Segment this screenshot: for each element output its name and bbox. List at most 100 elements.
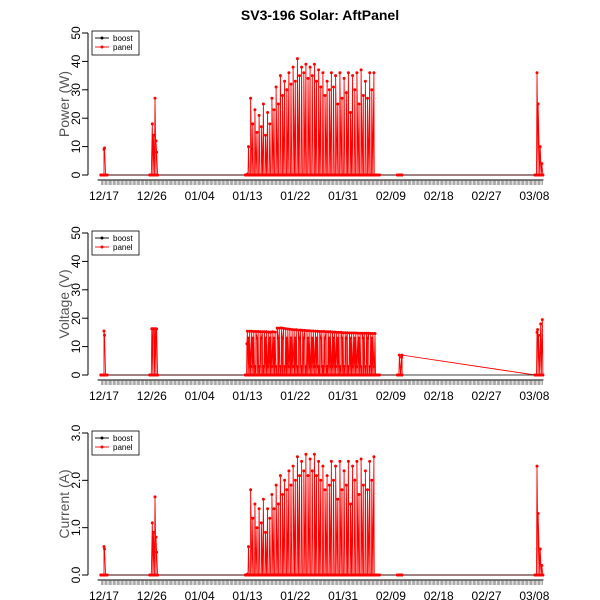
x-tick-label: 02/18 xyxy=(424,389,454,403)
x-tick-label: 12/17 xyxy=(89,389,119,403)
panel-point xyxy=(541,573,545,577)
legend-swatch-point xyxy=(100,236,104,240)
panel-point xyxy=(400,573,404,577)
panel-point xyxy=(245,329,249,333)
panel-point xyxy=(287,365,291,368)
panel-point xyxy=(312,365,316,368)
panel-point xyxy=(315,474,318,478)
x-tick-label: 01/13 xyxy=(232,589,262,600)
panel-point xyxy=(285,336,289,340)
panel-point xyxy=(255,130,259,134)
panel-point xyxy=(304,365,308,368)
panel-point xyxy=(262,330,266,334)
panel-point xyxy=(351,464,355,468)
y-tick-label: 10 xyxy=(69,340,83,354)
panel-point xyxy=(105,173,109,177)
panel-point xyxy=(253,502,257,506)
panel-point xyxy=(300,365,304,368)
panel-point xyxy=(363,79,367,83)
panel-point xyxy=(302,71,306,75)
y-tick-label: 20 xyxy=(69,111,83,125)
panel-point xyxy=(540,162,544,166)
panel-point xyxy=(319,478,323,482)
x-tick-label: 01/13 xyxy=(232,389,262,403)
panel-point xyxy=(536,328,540,332)
y-tick-label: 10 xyxy=(69,140,83,154)
panel-point xyxy=(349,336,352,340)
panel-point xyxy=(281,493,284,496)
panel-point xyxy=(323,336,327,340)
panel-point xyxy=(278,74,282,78)
panel-point xyxy=(325,474,329,478)
panel-point xyxy=(274,365,278,368)
panel-point xyxy=(361,336,365,340)
panel-point xyxy=(370,88,374,92)
y-tick-label: 40 xyxy=(69,254,83,268)
x-tick-label: 01/22 xyxy=(280,389,310,403)
y-tick-label: 20 xyxy=(69,311,83,325)
x-tick-label: 12/26 xyxy=(137,189,167,203)
y-axis-title: Power (W) xyxy=(56,71,72,137)
panel-point xyxy=(540,318,544,322)
panel-point xyxy=(257,113,261,117)
panel-point xyxy=(247,545,250,549)
x-tick-label: 01/13 xyxy=(232,189,262,203)
panel-point xyxy=(272,507,276,511)
panel-point xyxy=(361,94,365,97)
panel-point xyxy=(371,332,375,335)
y-tick-label: 30 xyxy=(69,83,83,97)
panel-point xyxy=(308,365,312,368)
panel-point xyxy=(283,478,287,482)
panel-point xyxy=(153,96,157,100)
panel-point xyxy=(105,373,109,377)
panel-point xyxy=(300,459,304,463)
panel-point xyxy=(370,336,374,340)
panel-point xyxy=(298,336,301,340)
panel-point xyxy=(253,108,257,112)
panel-point xyxy=(346,71,350,75)
panel-point xyxy=(253,365,257,368)
panel-point xyxy=(337,330,341,334)
panel-point xyxy=(369,332,373,335)
panel-point xyxy=(321,464,325,468)
panel-point xyxy=(358,331,362,335)
panel-point xyxy=(103,146,106,150)
panel-point xyxy=(537,333,541,337)
panel-point xyxy=(245,342,249,346)
panel-point xyxy=(343,331,347,335)
panel-point xyxy=(319,85,323,89)
panel-point xyxy=(276,502,280,506)
panel-point xyxy=(336,102,340,106)
panel-point xyxy=(273,330,277,334)
panel-point xyxy=(329,71,333,75)
panel-point xyxy=(334,464,338,468)
panel-point xyxy=(289,336,293,340)
panel-point xyxy=(283,79,287,83)
panel-point xyxy=(353,336,357,340)
panel-point xyxy=(255,336,259,340)
panel-point xyxy=(293,79,297,83)
panel-point xyxy=(274,483,278,487)
panel-point xyxy=(264,133,267,137)
panel-point xyxy=(306,336,310,340)
y-tick-label: 0 xyxy=(69,171,83,178)
panel-point xyxy=(103,333,106,337)
panel-point xyxy=(270,365,274,368)
x-tick-label: 03/08 xyxy=(519,589,549,600)
panel-point xyxy=(366,336,369,340)
panel-point xyxy=(270,493,274,496)
panel-point xyxy=(321,71,325,75)
panel-point xyxy=(327,483,331,487)
panel-point xyxy=(285,488,289,492)
panel-point xyxy=(320,330,324,333)
panel-point xyxy=(310,336,314,340)
legend-swatch-point xyxy=(100,445,104,449)
legend-label: panel xyxy=(113,443,133,452)
panel-point xyxy=(539,322,543,326)
y-tick-label: 30 xyxy=(69,283,83,297)
panel-point xyxy=(287,71,291,75)
y-tick-label: 50 xyxy=(69,26,83,40)
panel-point xyxy=(400,373,404,377)
y-tick-label: 2.0 xyxy=(69,472,83,489)
